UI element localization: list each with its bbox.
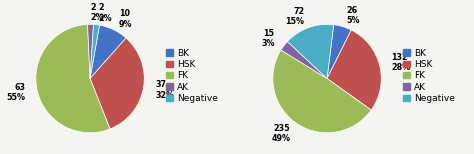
Wedge shape (327, 30, 381, 110)
Wedge shape (273, 50, 371, 133)
Text: 132
28%: 132 28% (391, 53, 410, 72)
Text: 10
9%: 10 9% (119, 9, 132, 29)
Wedge shape (281, 42, 327, 79)
Text: 72
15%: 72 15% (285, 7, 304, 26)
Wedge shape (90, 38, 144, 129)
Wedge shape (90, 25, 126, 79)
Wedge shape (327, 25, 351, 79)
Text: 235
49%: 235 49% (272, 124, 291, 143)
Legend: BK, HSK, FK, AK, Negative: BK, HSK, FK, AK, Negative (402, 48, 456, 104)
Wedge shape (90, 24, 100, 79)
Text: 37
32%: 37 32% (155, 80, 174, 100)
Text: 63
55%: 63 55% (6, 83, 26, 102)
Text: 2
2%: 2 2% (98, 3, 111, 23)
Text: 26
5%: 26 5% (346, 6, 360, 25)
Legend: BK, HSK, FK, AK, Negative: BK, HSK, FK, AK, Negative (165, 48, 219, 104)
Wedge shape (88, 24, 93, 79)
Wedge shape (287, 24, 334, 79)
Wedge shape (36, 24, 110, 133)
Text: 2
2%: 2 2% (91, 3, 104, 22)
Text: 15
3%: 15 3% (261, 29, 274, 48)
